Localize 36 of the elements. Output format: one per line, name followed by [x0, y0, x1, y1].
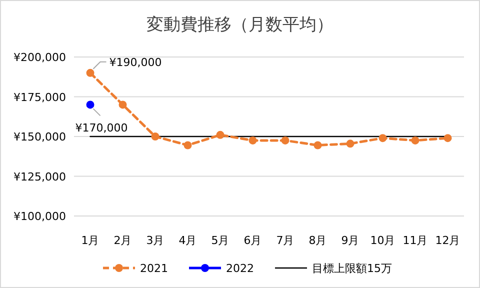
y-tick-label: ¥200,000 [14, 51, 66, 64]
y-tick-label: ¥100,000 [14, 210, 66, 223]
x-tick-label: 2月 [114, 234, 132, 247]
x-tick-label: 9月 [341, 234, 360, 247]
point [346, 140, 354, 148]
x-tick-label: 5月 [211, 234, 230, 247]
point [314, 141, 322, 150]
x-tick-label: 4月 [178, 234, 197, 247]
point [444, 134, 452, 142]
x-tick-label: 12月 [435, 234, 460, 247]
x-tick-label: 8月 [308, 234, 327, 247]
y-tick-label: ¥175,000 [14, 90, 66, 104]
x-tick-label: 11月 [402, 234, 428, 247]
point [184, 141, 192, 150]
point [378, 134, 387, 142]
legend-label: 目標上限額15万 [312, 262, 392, 275]
point [281, 136, 290, 144]
annotation: ¥170,000 [75, 122, 128, 135]
point [411, 136, 420, 144]
point [86, 68, 94, 77]
legend-label: 2022 [226, 262, 254, 275]
x-tick-label: 6月 [244, 234, 262, 247]
legend-label: 2021 [140, 262, 168, 275]
x-tick-label: 10月 [370, 234, 396, 247]
annotation: ¥190,000 [109, 56, 162, 69]
point [248, 136, 257, 144]
point [86, 100, 94, 109]
x-tick-label: 1月 [81, 234, 100, 247]
x-tick-label: 7月 [276, 234, 294, 247]
point [216, 130, 224, 139]
title: 変動費推移（月数平均） [146, 15, 334, 35]
y-tick-label: ¥125,000 [14, 170, 66, 184]
x-tick-label: 3月 [146, 234, 164, 247]
point [151, 132, 160, 140]
point [118, 100, 127, 109]
y-tick-label: ¥150,000 [14, 130, 66, 144]
